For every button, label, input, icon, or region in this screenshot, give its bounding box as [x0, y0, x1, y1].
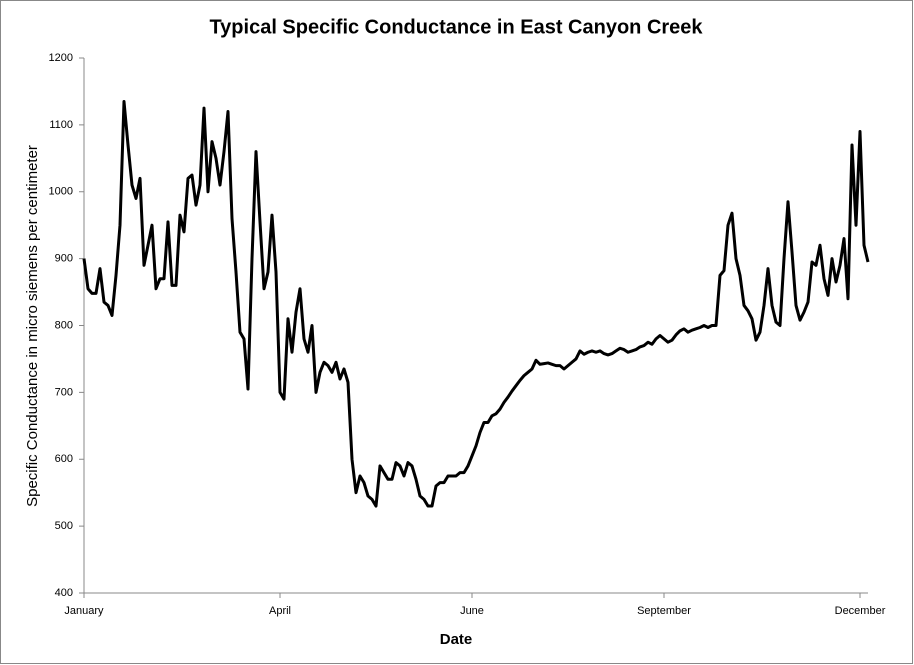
y-tick-label: 500 [55, 520, 73, 532]
y-tick-label: 1100 [49, 119, 73, 131]
x-tick-label: December [835, 605, 886, 617]
x-tick-label: April [269, 605, 291, 617]
x-tick-label: June [460, 605, 484, 617]
y-tick-label: 400 [55, 587, 73, 599]
data-line [82, 99, 870, 508]
x-axis-title: Date [440, 631, 473, 648]
y-axis-title: Specific Conductance in micro siemens pe… [24, 145, 41, 507]
x-tick-label: September [637, 605, 691, 617]
y-tick-label: 1000 [49, 186, 73, 198]
y-tick-label: 800 [55, 319, 73, 331]
y-tick-label: 900 [55, 253, 73, 265]
y-tick-label: 600 [55, 453, 73, 465]
y-tick-label: 1200 [49, 52, 73, 64]
chart-title: Typical Specific Conductance in East Can… [209, 16, 703, 38]
y-tick-label: 700 [55, 386, 73, 398]
x-tick-label: January [64, 605, 104, 617]
